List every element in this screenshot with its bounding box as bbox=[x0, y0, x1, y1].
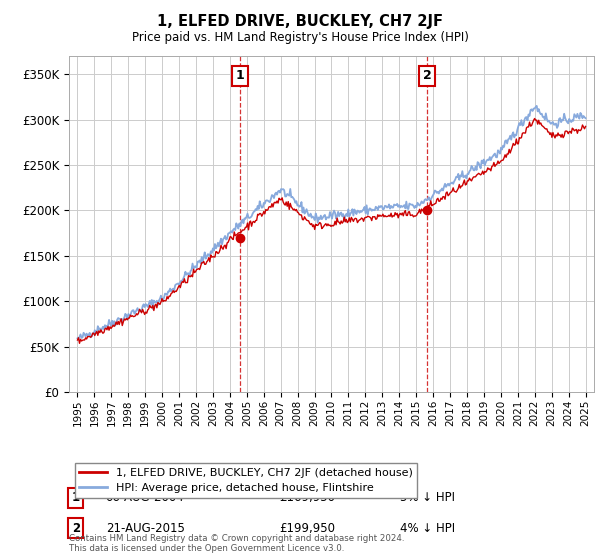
Text: 4% ↓ HPI: 4% ↓ HPI bbox=[400, 521, 455, 535]
Text: 06-AUG-2004: 06-AUG-2004 bbox=[106, 491, 185, 505]
Legend: 1, ELFED DRIVE, BUCKLEY, CH7 2JF (detached house), HPI: Average price, detached : 1, ELFED DRIVE, BUCKLEY, CH7 2JF (detach… bbox=[74, 463, 417, 497]
Text: £169,950: £169,950 bbox=[279, 491, 335, 505]
Text: 5% ↓ HPI: 5% ↓ HPI bbox=[400, 491, 455, 505]
Text: 2: 2 bbox=[72, 521, 80, 535]
Text: 1: 1 bbox=[72, 491, 80, 505]
Text: 1, ELFED DRIVE, BUCKLEY, CH7 2JF: 1, ELFED DRIVE, BUCKLEY, CH7 2JF bbox=[157, 14, 443, 29]
Text: Price paid vs. HM Land Registry's House Price Index (HPI): Price paid vs. HM Land Registry's House … bbox=[131, 31, 469, 44]
Text: Contains HM Land Registry data © Crown copyright and database right 2024.
This d: Contains HM Land Registry data © Crown c… bbox=[69, 534, 404, 553]
Text: 1: 1 bbox=[236, 69, 244, 82]
Text: £199,950: £199,950 bbox=[279, 521, 335, 535]
Text: 21-AUG-2015: 21-AUG-2015 bbox=[106, 521, 185, 535]
Text: 2: 2 bbox=[422, 69, 431, 82]
